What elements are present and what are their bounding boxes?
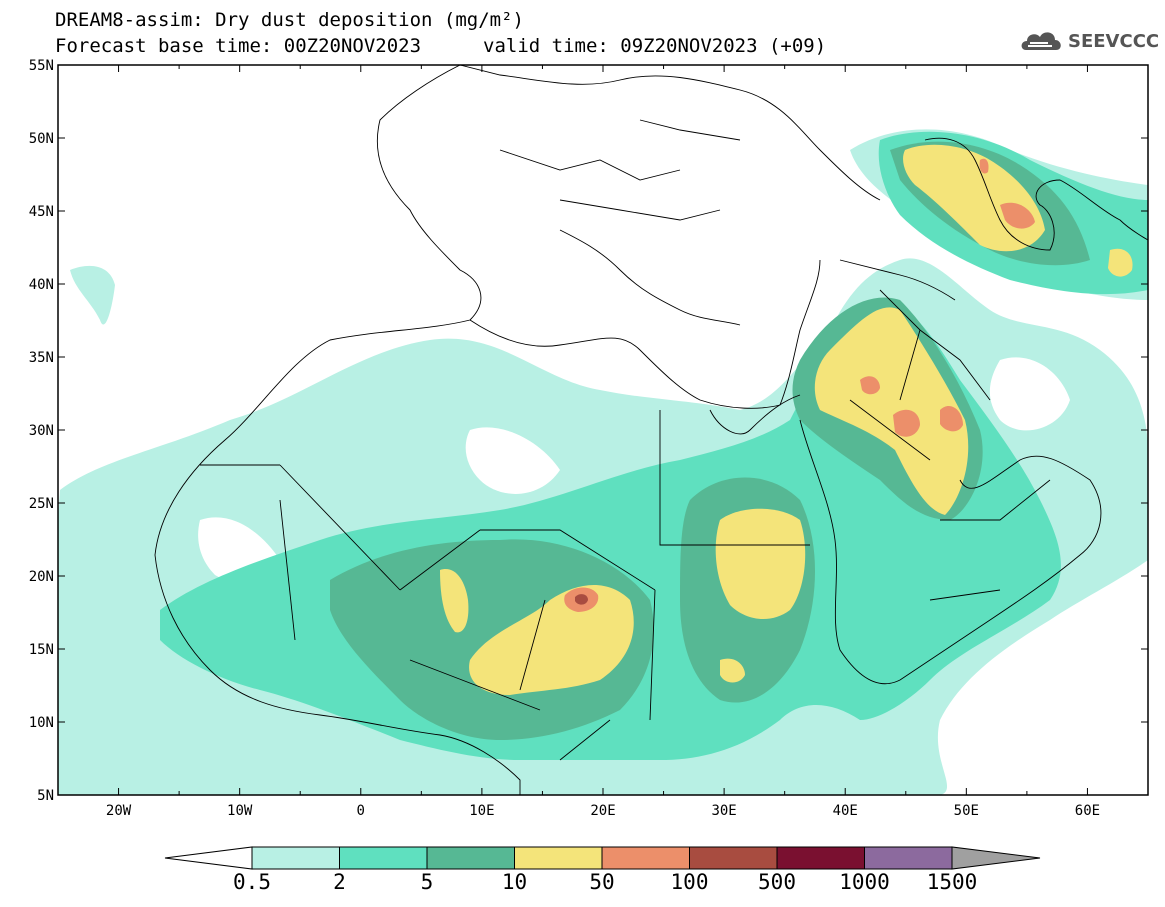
deposition-fields — [58, 129, 1148, 795]
lon-tick-label: 60E — [1075, 803, 1100, 819]
lat-tick-label: 15N — [29, 642, 54, 658]
colorbar-label: 500 — [758, 870, 796, 894]
level-10-field — [440, 144, 1133, 695]
lat-tick-label: 10N — [29, 715, 54, 731]
lon-tick-label: 50E — [954, 803, 979, 819]
lon-tick-label: 20E — [590, 803, 615, 819]
colorbar-label: 1000 — [839, 870, 890, 894]
colorbar-segment — [689, 846, 778, 870]
colorbar-label: 5 — [421, 870, 434, 894]
colorbar-segment — [251, 846, 340, 870]
lat-tick-label: 25N — [29, 496, 54, 512]
level-50-field — [564, 158, 1035, 612]
longitude-axis: 20W 10W 0 10E 20E 30E 40E 50E 60E — [57, 65, 1149, 819]
lat-tick-label: 20N — [29, 569, 54, 585]
lat-tick-label: 30N — [29, 423, 54, 439]
colorbar-label: 2 — [333, 870, 346, 894]
lat-tick-label: 35N — [29, 350, 54, 366]
lat-tick-label: 5N — [37, 788, 54, 804]
colorbar-label: 50 — [589, 870, 614, 894]
lon-tick-label: 20W — [106, 803, 132, 819]
lon-tick-label: 30E — [711, 803, 736, 819]
level-100-field — [575, 594, 588, 605]
colorbar-label: 1500 — [927, 870, 978, 894]
colorbar-under-triangle — [164, 846, 253, 870]
colorbar-segment — [339, 846, 428, 870]
colorbar-legend: 0.5 2 5 10 50 100 500 1000 1500 — [164, 846, 1041, 894]
colorbar-label: 0.5 — [233, 870, 271, 894]
valid-time: valid time: 09Z20NOV2023 (+09) — [483, 35, 827, 57]
colorbar-segment — [601, 846, 690, 870]
logo-text: SEEVCCC — [1068, 31, 1160, 52]
forecast-base-time: Forecast base time: 00Z20NOV2023 — [55, 35, 422, 57]
lat-tick-label: 55N — [29, 58, 54, 74]
lon-tick-label: 0 — [357, 803, 365, 819]
latitude-axis: 55N 50N 45N 40N 35N 30N 25N 20N 15N 10N 5N — [29, 58, 1148, 804]
coastlines-and-borders — [154, 65, 1148, 795]
lon-tick-label: 40E — [833, 803, 858, 819]
colorbar-label: 10 — [502, 870, 527, 894]
lon-tick-label: 10W — [227, 803, 253, 819]
lat-tick-label: 50N — [29, 131, 54, 147]
colorbar-segment — [776, 846, 865, 870]
colorbar-label: 100 — [671, 870, 709, 894]
cloud-logo-icon — [1021, 32, 1061, 50]
colorbar-segment — [864, 846, 953, 870]
colorbar-over-triangle — [951, 846, 1041, 870]
map-title: DREAM8-assim: Dry dust deposition (mg/m²… — [55, 9, 524, 31]
colorbar-segment — [426, 846, 515, 870]
colorbar-segment — [514, 846, 603, 870]
lon-tick-label: 10E — [469, 803, 494, 819]
lat-tick-label: 40N — [29, 277, 54, 293]
lat-tick-label: 45N — [29, 204, 54, 220]
